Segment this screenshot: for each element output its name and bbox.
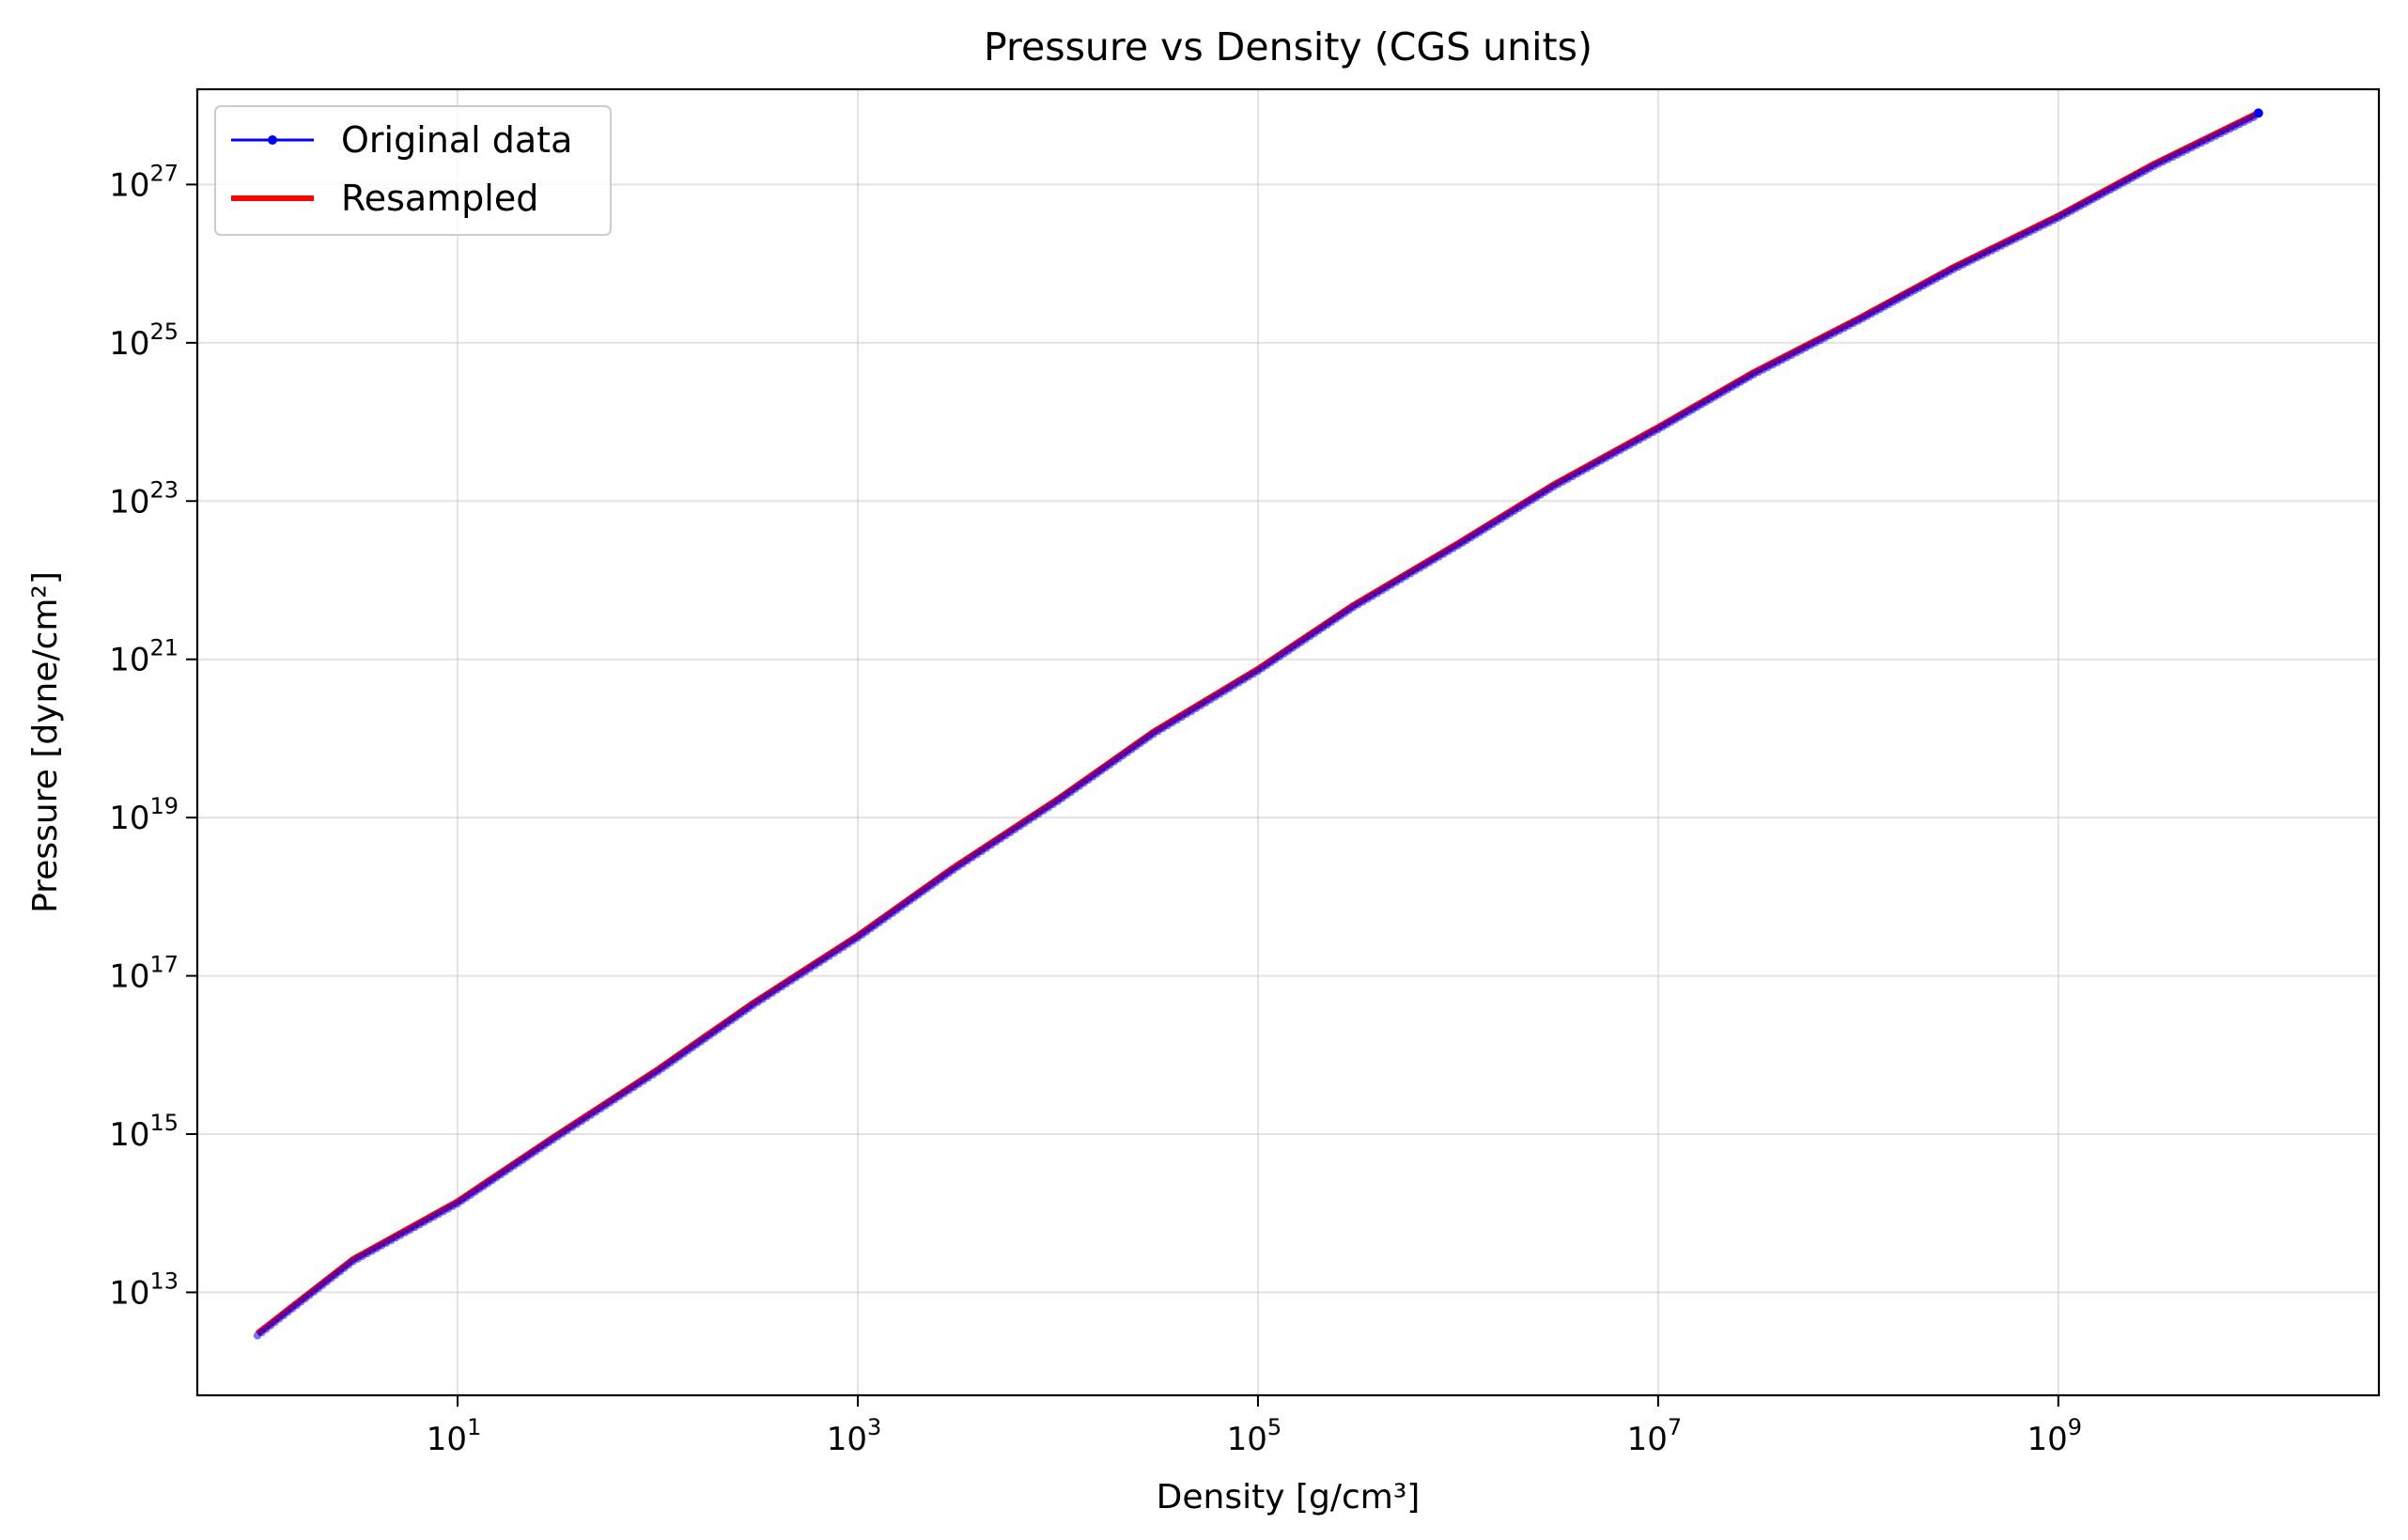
x-tick-label: 103: [827, 1414, 882, 1458]
y-tick-label: 1017: [109, 952, 179, 996]
x-tick-label: 101: [427, 1414, 482, 1458]
legend-box: [214, 105, 612, 236]
x-tick-label: 109: [2027, 1414, 2083, 1458]
series-layer: [253, 108, 2263, 1340]
legend-marker-original-data: [268, 135, 277, 145]
y-tick-label: 1013: [109, 1268, 179, 1312]
y-tick-label: 1019: [109, 793, 179, 837]
data-point-original: [2253, 108, 2263, 118]
y-axis-ticks: 1013 1015 1017 1019 1021 1023 1025 1027: [109, 160, 197, 1312]
x-tick-label: 107: [1627, 1414, 1683, 1458]
y-tick-label: 1021: [109, 635, 179, 679]
x-tick-label: 105: [1227, 1414, 1282, 1458]
y-tick-label: 1023: [109, 476, 179, 521]
plot-area-frame: [195, 87, 2381, 1397]
y-axis-label: Pressure [dyne/cm²]: [26, 571, 65, 913]
y-tick-label: 1015: [109, 1110, 179, 1154]
grid-lines: [197, 89, 2379, 1395]
y-tick-label: 1027: [109, 160, 179, 204]
chart-title: Pressure vs Density (CGS units): [984, 24, 1592, 70]
x-axis-ticks: 101 103 105 107 109: [427, 1395, 2082, 1458]
y-tick-label: 1025: [109, 319, 179, 363]
x-axis-label: Density [g/cm³]: [1157, 1478, 1421, 1517]
legend-label-resampled: Resampled: [341, 178, 538, 219]
legend-label-original-data: Original data: [341, 119, 572, 161]
legend: Original data Resampled: [214, 105, 612, 236]
